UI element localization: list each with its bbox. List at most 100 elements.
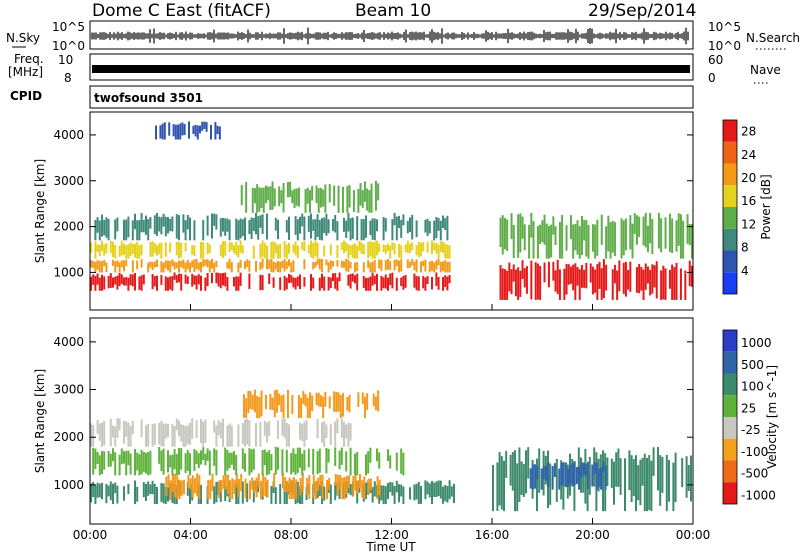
data-cell <box>334 215 337 233</box>
data-cell <box>191 260 194 268</box>
data-cell <box>411 242 414 251</box>
data-cell <box>98 483 101 498</box>
colorbar-swatch <box>723 482 737 504</box>
data-cell <box>446 276 449 291</box>
data-cell <box>314 480 317 500</box>
data-cell <box>181 122 184 136</box>
data-cell <box>235 218 238 240</box>
data-cell <box>278 186 281 207</box>
data-cell <box>340 418 343 438</box>
data-cell <box>228 452 231 469</box>
data-cell <box>347 212 350 232</box>
data-cell <box>226 277 229 291</box>
data-cell <box>237 479 240 497</box>
data-cell <box>200 275 202 291</box>
data-cell <box>196 473 199 497</box>
data-cell <box>175 453 178 476</box>
data-cell <box>369 262 372 273</box>
data-cell <box>206 448 209 461</box>
data-cell <box>202 421 205 447</box>
data-cell <box>120 448 123 465</box>
data-cell <box>340 242 343 251</box>
data-cell <box>503 217 506 250</box>
data-cell <box>376 219 378 232</box>
data-cell <box>274 446 277 475</box>
data-cell <box>271 397 274 411</box>
data-cell <box>349 261 352 269</box>
data-cell <box>334 273 337 289</box>
data-cell <box>281 449 284 476</box>
data-cell <box>446 261 449 273</box>
data-cell <box>324 184 327 213</box>
data-cell <box>151 424 154 447</box>
data-cell <box>607 215 610 252</box>
power-marks <box>90 121 693 300</box>
data-cell <box>261 240 264 257</box>
y-tick-label: 4000 <box>53 128 84 142</box>
data-cell <box>134 449 136 476</box>
data-cell <box>116 275 119 290</box>
power-yaxis: 1000 2000 3000 4000 <box>53 128 693 279</box>
data-cell <box>224 241 227 256</box>
data-cell <box>215 260 218 268</box>
data-cell <box>258 187 261 212</box>
data-cell <box>337 185 340 213</box>
data-cell <box>339 474 342 490</box>
data-cell <box>373 218 376 241</box>
data-cell <box>409 243 411 253</box>
data-cell <box>195 420 198 438</box>
data-cell <box>578 269 581 300</box>
data-cell <box>193 259 196 272</box>
data-cell <box>235 454 238 476</box>
data-cell <box>182 214 185 233</box>
data-cell <box>547 225 550 259</box>
data-cell <box>644 212 647 248</box>
data-cell <box>433 220 436 241</box>
data-cell <box>675 220 678 252</box>
data-cell <box>512 264 515 282</box>
data-cell <box>200 262 202 273</box>
data-cell <box>218 480 221 499</box>
data-cell <box>365 454 367 476</box>
data-cell <box>349 218 352 241</box>
data-cell <box>125 219 128 241</box>
data-cell <box>382 244 385 253</box>
data-cell <box>241 245 244 254</box>
data-cell <box>339 395 342 419</box>
data-cell <box>277 219 279 240</box>
data-cell <box>569 464 572 484</box>
data-cell <box>195 450 198 465</box>
data-cell <box>402 452 405 476</box>
data-cell <box>252 217 255 232</box>
data-cell <box>538 448 541 493</box>
data-cell <box>387 277 389 291</box>
data-cell <box>263 242 266 259</box>
data-cell <box>431 240 433 255</box>
data-cell <box>116 418 119 438</box>
data-cell <box>259 261 262 271</box>
data-cell <box>556 259 559 295</box>
data-cell <box>180 480 183 496</box>
data-cell <box>160 261 163 273</box>
data-cell <box>189 453 191 476</box>
data-cell <box>437 258 440 266</box>
data-cell <box>96 452 99 465</box>
data-cell <box>178 420 180 437</box>
data-cell <box>272 261 275 273</box>
data-cell <box>378 452 381 469</box>
data-cell <box>200 484 202 504</box>
data-cell <box>367 242 370 259</box>
data-cell <box>681 458 684 488</box>
data-cell <box>395 452 398 471</box>
data-cell <box>609 222 612 259</box>
data-cell <box>239 259 242 269</box>
data-cell <box>500 456 503 510</box>
data-cell <box>622 262 625 294</box>
data-cell <box>400 448 403 474</box>
data-cell <box>193 449 196 471</box>
data-cell <box>679 214 682 259</box>
data-cell <box>406 220 409 234</box>
y-tick-label: 1000 <box>53 478 84 492</box>
data-cell <box>600 214 603 245</box>
